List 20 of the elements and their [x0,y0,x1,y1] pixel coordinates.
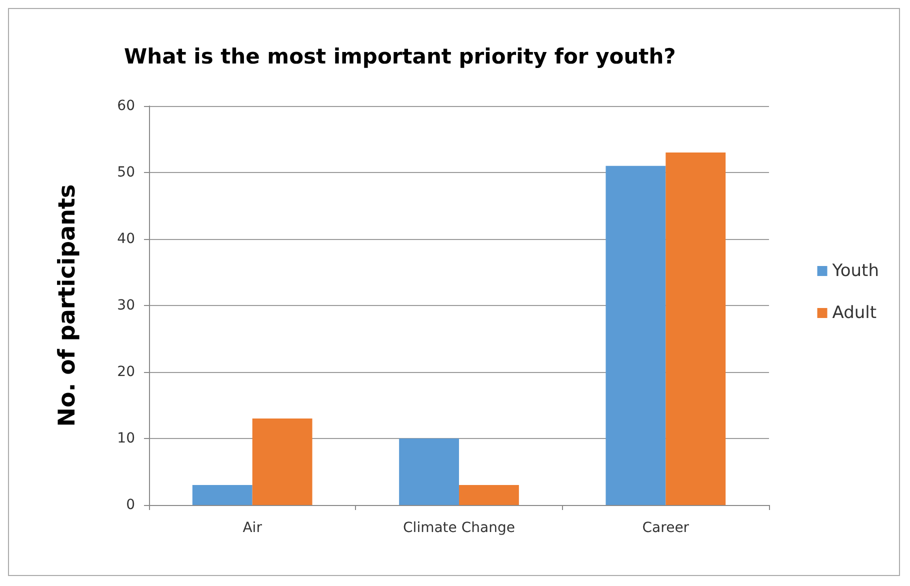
legend-label: Youth [831,261,880,281]
x-tick-label: Climate Change [403,520,515,536]
x-tick-label: Career [642,520,690,536]
y-tick-label: 40 [117,231,135,247]
x-tick-label: Air [242,520,262,536]
y-tick-label: 20 [117,364,135,380]
bar [399,438,459,505]
bar [252,418,312,505]
chart-title: What is the most important priority for youth? [124,44,676,68]
bar [606,166,666,505]
legend-label: Adult [832,303,877,323]
bar [666,152,726,505]
y-tick-label: 60 [117,98,135,114]
y-tick-label: 0 [126,497,135,513]
bar [459,485,519,505]
y-tick-label: 30 [117,298,135,314]
y-axis-title: No. of participants [54,184,80,427]
y-tick-label: 50 [117,164,135,180]
y-tick-label: 10 [117,430,135,446]
bar [192,485,252,505]
